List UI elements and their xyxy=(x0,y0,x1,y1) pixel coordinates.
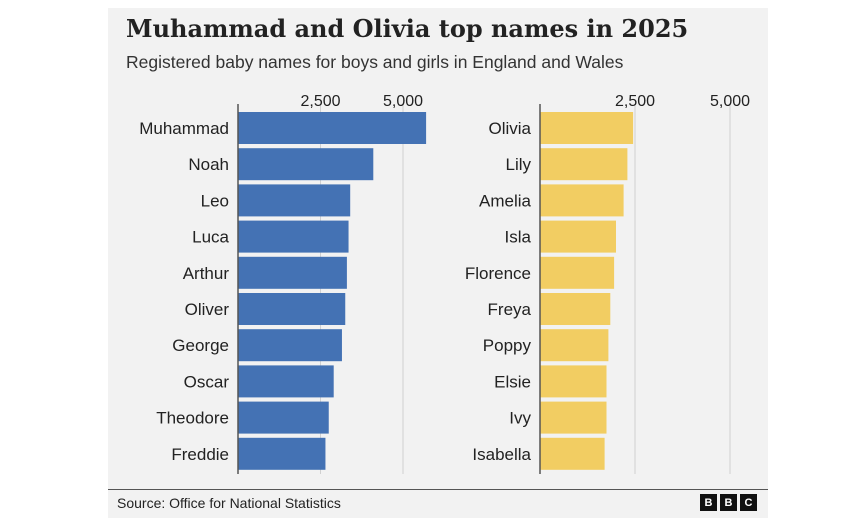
chart-title: Muhammad and Olivia top names in 2025 xyxy=(126,14,689,43)
category-label: Muhammad xyxy=(139,119,229,138)
tick-label: 5,000 xyxy=(383,93,423,110)
girls-bar xyxy=(540,112,634,144)
category-label: Arthur xyxy=(183,264,230,283)
tick-label: 2,500 xyxy=(615,93,655,110)
category-label: Florence xyxy=(465,264,531,283)
girls-bar xyxy=(540,220,616,253)
boys-bar xyxy=(238,112,427,144)
girls-bar xyxy=(540,437,605,470)
category-label: Oscar xyxy=(184,372,230,391)
tick-label: 2,500 xyxy=(300,93,340,110)
source-divider xyxy=(108,489,768,490)
category-label: Freddie xyxy=(171,445,229,464)
category-label: Oliver xyxy=(185,300,230,319)
category-label: Elsie xyxy=(494,372,531,391)
tick-label: 5,000 xyxy=(710,93,750,110)
category-label: Leo xyxy=(201,191,229,210)
chart-panel xyxy=(108,8,768,518)
bbc-logo-letter: C xyxy=(740,494,757,511)
boys-bar xyxy=(238,365,334,398)
girls-chart: 2,500 5,000 Olivia Lily Amelia Isla Florence Fr… xyxy=(465,93,750,474)
girls-bar xyxy=(540,184,624,217)
girls-bar xyxy=(540,256,615,289)
boys-bar xyxy=(238,401,329,434)
girls-bar xyxy=(540,293,611,325)
category-label: Freya xyxy=(488,300,532,319)
category-label: Theodore xyxy=(156,409,229,428)
girls-bar xyxy=(540,148,628,181)
category-label: George xyxy=(172,336,229,355)
category-label: Olivia xyxy=(488,119,531,138)
category-label: Lily xyxy=(505,155,531,174)
category-label: Isla xyxy=(505,228,532,247)
boys-bar xyxy=(238,256,347,289)
boys-chart: 2,500 5,000 Muhammad Noah Leo Luca Arthur Olive… xyxy=(139,93,427,474)
boys-bar xyxy=(238,220,349,253)
boys-bar xyxy=(238,184,351,217)
category-label: Isabella xyxy=(472,445,531,464)
category-label: Ivy xyxy=(509,409,531,428)
girls-bar xyxy=(540,365,607,398)
category-label: Poppy xyxy=(483,336,532,355)
category-label: Noah xyxy=(188,155,229,174)
chart-subtitle: Registered baby names for boys and girls… xyxy=(126,52,624,72)
boys-bar xyxy=(238,437,326,470)
category-label: Luca xyxy=(192,228,229,247)
boys-bar xyxy=(238,293,346,325)
bbc-logo-letter: B xyxy=(720,494,737,511)
bbc-logo-letter: B xyxy=(700,494,717,511)
category-label: Amelia xyxy=(479,191,532,210)
source-note: Source: Office for National Statistics xyxy=(117,495,341,511)
girls-bar xyxy=(540,401,607,434)
bbc-logo: B B C xyxy=(700,494,757,511)
girls-bar xyxy=(540,329,609,362)
boys-bar xyxy=(238,329,342,362)
boys-bar xyxy=(238,148,374,181)
